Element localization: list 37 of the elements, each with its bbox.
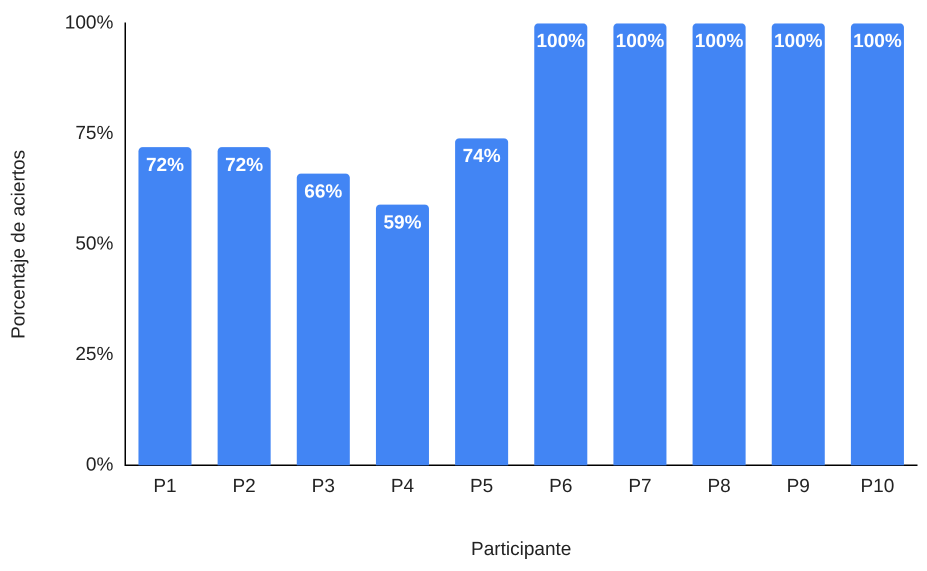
bar (850, 23, 904, 466)
x-tick-label: P6 (549, 476, 572, 498)
y-tick-label: 25% (75, 344, 114, 366)
data-label: 100% (616, 31, 664, 52)
data-label: 74% (462, 146, 501, 168)
data-label: 72% (225, 154, 264, 176)
bar (613, 23, 666, 466)
x-tick-label: P2 (232, 476, 256, 498)
data-label: 72% (146, 154, 184, 176)
bar (455, 138, 508, 466)
data-label: 59% (383, 212, 422, 234)
x-tick-label: P1 (153, 476, 177, 498)
x-tick-label: P4 (390, 476, 415, 498)
x-tick-label: P10 (860, 476, 894, 498)
bar (138, 147, 192, 466)
x-tick-label: P8 (707, 476, 731, 498)
data-label: 100% (694, 31, 744, 52)
x-tick-label: P3 (312, 476, 335, 498)
bar (692, 23, 746, 466)
y-tick-label: 75% (75, 123, 114, 144)
x-tick-label: P5 (470, 476, 494, 498)
data-label: 100% (853, 31, 902, 52)
x-axis-title: Participante (471, 538, 572, 560)
y-tick-label: 100% (64, 12, 114, 34)
data-label: 66% (304, 181, 342, 202)
y-axis-title: Porcentaje de aciertos (8, 150, 30, 339)
bar (376, 204, 429, 466)
bar (772, 23, 825, 466)
y-tick-label: 0% (86, 454, 114, 476)
data-label: 100% (774, 31, 823, 52)
bar (296, 174, 350, 466)
x-tick-label: P7 (628, 476, 652, 498)
y-tick-label: 50% (75, 234, 114, 255)
bar (534, 23, 588, 466)
x-tick-label: P9 (786, 476, 810, 498)
data-label: 100% (536, 31, 586, 52)
bar (218, 147, 271, 466)
